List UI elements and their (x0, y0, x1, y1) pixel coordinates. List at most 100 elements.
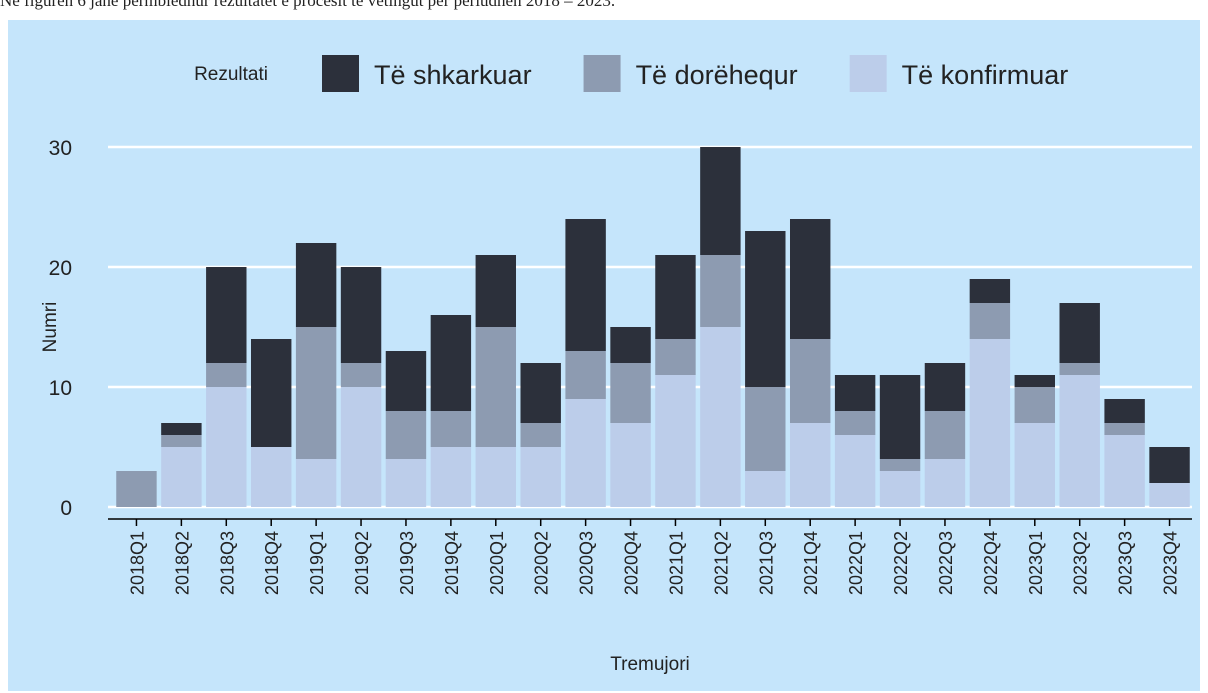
bar-segment (655, 375, 696, 507)
bar-segment (295, 243, 337, 327)
bar-segment (520, 423, 561, 447)
x-tick-label: 2019Q4 (442, 531, 462, 595)
bar-segment (745, 387, 786, 471)
bar-segment (475, 255, 517, 327)
bar-segment (161, 447, 202, 507)
x-tick-label: 2019Q1 (307, 531, 327, 595)
bar-segment (610, 363, 651, 423)
x-tick-label: 2020Q3 (577, 531, 597, 595)
x-tick-label: 2021Q4 (801, 531, 821, 595)
legend-label: Të dorëhequr (636, 60, 798, 90)
bar-segment (700, 255, 741, 327)
bar-segment (340, 387, 382, 507)
bar-segment (969, 339, 1011, 507)
bar-segment (700, 327, 741, 507)
x-tick-label: 2020Q4 (622, 531, 642, 595)
bar-segment (610, 327, 651, 363)
bar-segment (116, 471, 157, 507)
y-tick-label: 20 (49, 257, 72, 280)
y-tick-label: 0 (60, 497, 72, 520)
x-tick-label: 2021Q2 (711, 531, 731, 595)
y-axis-label: Numri (40, 302, 61, 353)
x-tick-label: 2022Q3 (936, 531, 956, 595)
bar-segment (295, 327, 337, 459)
bar-segment (565, 351, 606, 399)
bar-segment (879, 375, 921, 459)
bar-segment (924, 411, 966, 459)
bar-segment (924, 363, 966, 411)
bar-segment (789, 423, 831, 507)
x-tick-label: 2023Q4 (1161, 531, 1181, 595)
bar-segment (385, 459, 427, 507)
x-tick-label: 2023Q2 (1071, 531, 1091, 595)
bar-segment (1104, 435, 1145, 507)
bar-segment (430, 411, 472, 447)
legend-label: Të konfirmuar (902, 60, 1069, 90)
bar-segment (969, 303, 1011, 339)
bar-segment (1014, 423, 1056, 507)
x-tick-label: 2018Q4 (262, 531, 282, 595)
bar-segment (565, 399, 606, 507)
bar-segment (520, 363, 561, 423)
x-tick-label: 2019Q2 (352, 531, 372, 595)
bar-segment (206, 267, 247, 363)
bar-segment (430, 447, 472, 507)
bar-segment (745, 231, 786, 387)
caption: Në figurën 6 janë përmbledhur rezultatet… (0, 0, 615, 10)
legend-key (322, 55, 359, 92)
bar-segment (206, 387, 247, 507)
bar-segment (520, 447, 561, 507)
bar-segment (161, 423, 202, 435)
x-tick-label: 2020Q2 (532, 531, 552, 595)
bar-segment (250, 339, 292, 447)
bar-segment (834, 435, 876, 507)
bar-segment (969, 279, 1011, 303)
bar-segment (385, 351, 427, 411)
bar-segment (789, 219, 831, 339)
bar-segment (1059, 303, 1100, 363)
bar-segment (700, 147, 741, 255)
bar-segment (1149, 447, 1190, 483)
legend-key (849, 55, 887, 92)
x-tick-label: 2022Q2 (891, 531, 911, 595)
bar-segment (161, 435, 202, 447)
y-tick-label: 30 (49, 137, 72, 160)
x-tick-label: 2018Q1 (127, 531, 147, 595)
legend-title: Rezultati (194, 64, 268, 85)
x-tick-label: 2019Q3 (397, 531, 417, 595)
legend-key (583, 55, 621, 92)
legend-label: Të shkarkuar (374, 60, 532, 90)
bar-segment (385, 411, 427, 459)
bar-segment (879, 459, 921, 471)
bar-segment (475, 327, 517, 447)
x-tick-label: 2023Q3 (1116, 531, 1136, 595)
y-tick-label: 10 (49, 377, 72, 400)
bar-segment (206, 363, 247, 387)
bar-segment (834, 411, 876, 435)
bar-segment (1014, 387, 1056, 423)
x-tick-label: 2018Q2 (172, 531, 192, 595)
bar-segment (430, 315, 472, 411)
x-tick-label: 2022Q4 (981, 531, 1001, 595)
x-tick-label: 2020Q1 (487, 531, 507, 595)
bar-segment (655, 339, 696, 375)
bar-segment (340, 363, 382, 387)
bar-segment (655, 255, 696, 339)
bar-segment (789, 339, 831, 423)
bar-segment (834, 375, 876, 411)
bar-segment (1059, 363, 1100, 375)
bar-segment (1014, 375, 1056, 387)
x-tick-label: 2021Q3 (756, 531, 776, 595)
bar-segment (475, 447, 517, 507)
bar-segment (565, 219, 606, 351)
x-axis-label: Tremujori (610, 654, 690, 675)
bar-segment (1104, 399, 1145, 423)
bar-segment (879, 471, 921, 507)
x-tick-label: 2023Q1 (1026, 531, 1046, 595)
x-tick-label: 2022Q1 (846, 531, 866, 595)
x-tick-label: 2021Q1 (666, 531, 686, 595)
x-tick-label: 2018Q3 (217, 531, 237, 595)
bar-segment (610, 423, 651, 507)
bar-segment (250, 447, 292, 507)
